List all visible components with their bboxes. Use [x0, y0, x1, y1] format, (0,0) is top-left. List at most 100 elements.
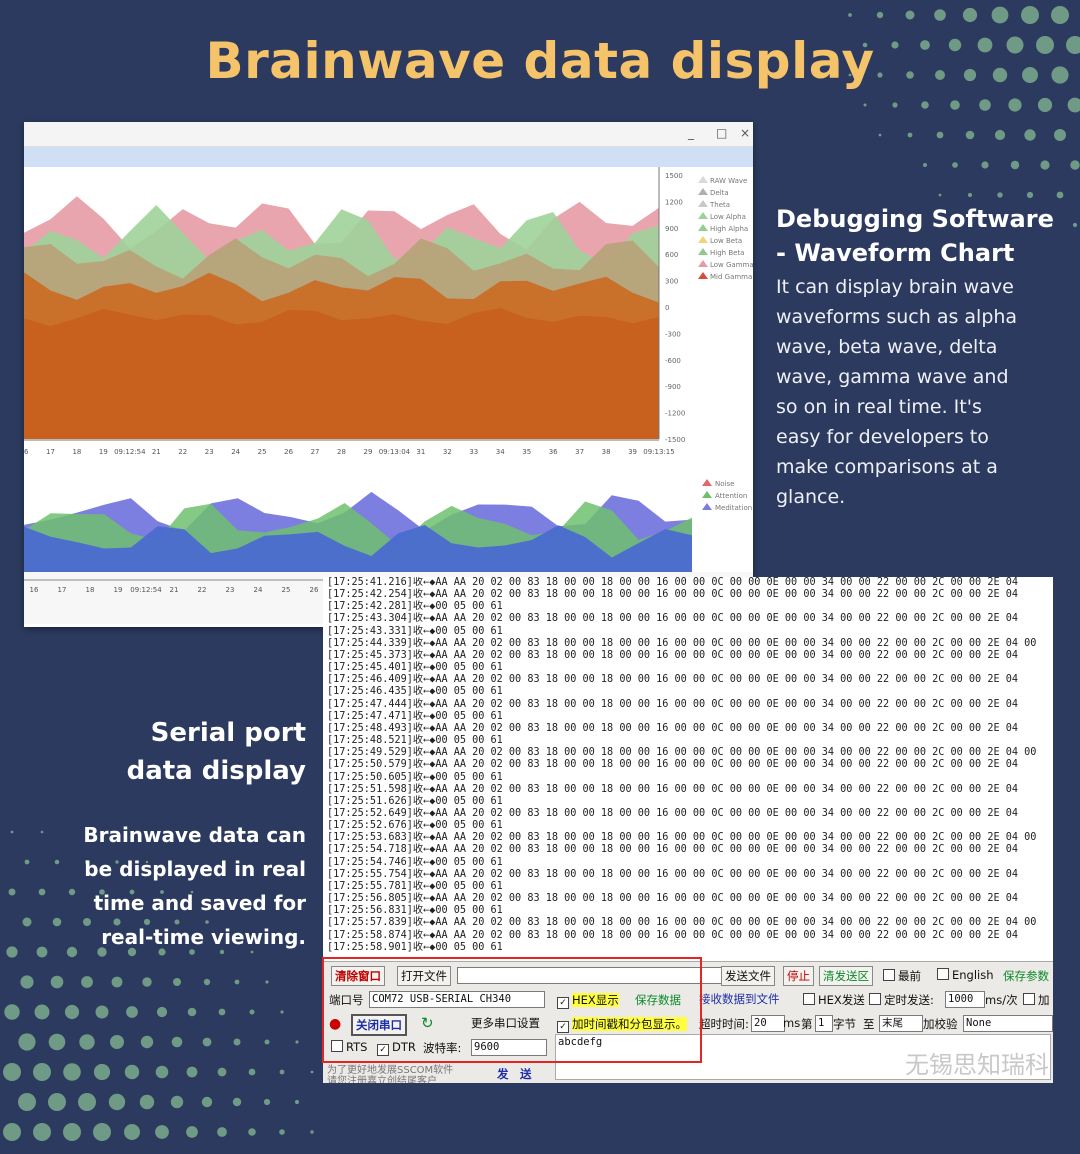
english-checkbox[interactable]: English: [937, 968, 994, 982]
x-tick-label: 09:13:15: [643, 448, 674, 456]
decor-dot: [280, 1010, 284, 1014]
desc-line: make comparisons at a: [776, 456, 998, 478]
decor-dot: [1066, 36, 1080, 54]
end-select[interactable]: 末尾: [879, 1015, 923, 1032]
add-checkbox[interactable]: 加: [1023, 992, 1050, 1008]
hex-send-checkbox[interactable]: HEX发送: [803, 992, 865, 1008]
x-tick-label: 38: [602, 448, 611, 456]
send-text-input[interactable]: abcdefg: [555, 1034, 1051, 1080]
x-tick-label: 22: [178, 448, 187, 456]
dtr-checkbox[interactable]: ✓ DTR: [377, 1040, 416, 1056]
send-file-button[interactable]: 发送文件: [721, 966, 775, 986]
decor-dot: [862, 42, 868, 48]
send-button[interactable]: 发 送: [497, 1067, 532, 1081]
decor-dot: [173, 978, 181, 986]
recv-to-file-button[interactable]: 接收数据到文件: [699, 992, 780, 1006]
legend-swatch: [698, 212, 708, 219]
debug-heading: Debugging Software - Waveform Chart: [776, 202, 1066, 270]
decor-dot: [93, 1063, 111, 1081]
rts-checkbox[interactable]: RTS: [331, 1040, 367, 1054]
checkbox-checked-icon: ✓: [557, 1021, 569, 1033]
decor-dot: [54, 859, 60, 865]
interval-input[interactable]: 1000: [945, 991, 985, 1008]
log-line: [17:25:54.718]收←◆AA AA 20 02 00 83 18 00…: [327, 844, 1018, 856]
x-tick-label: 24: [231, 448, 240, 456]
decor-dot: [294, 1099, 300, 1105]
decor-dot: [250, 950, 254, 954]
decor-dot: [66, 946, 78, 958]
decor-dot: [876, 11, 884, 19]
decor-dot: [952, 162, 958, 168]
decor-dot: [142, 977, 152, 987]
decor-dot: [979, 99, 991, 111]
x-tick-label: 22: [198, 586, 207, 594]
close-button[interactable]: ×: [740, 126, 751, 140]
decor-dot: [48, 1093, 66, 1111]
log-line: [17:25:52.649]收←◆AA AA 20 02 00 83 18 00…: [327, 807, 1018, 819]
decor-dot: [983, 223, 987, 227]
to-label: 至: [863, 1017, 875, 1031]
decor-dot: [938, 193, 942, 197]
save-data-button[interactable]: 保存数据: [635, 993, 681, 1007]
legend-label: Theta: [709, 201, 730, 209]
log-line: [17:25:49.529]收←◆AA AA 20 02 00 83 18 00…: [327, 747, 1037, 759]
timeout-input[interactable]: 20: [751, 1015, 785, 1032]
decor-dot: [892, 102, 898, 108]
decor-dot: [97, 947, 107, 957]
stop-button[interactable]: 停止: [783, 966, 814, 986]
decor-dot: [950, 100, 960, 110]
x-tick-label: 26: [284, 448, 293, 456]
y-tick-label: -900: [665, 383, 681, 391]
refresh-icon[interactable]: ↻: [421, 1014, 434, 1032]
open-file-button[interactable]: 打开文件: [397, 966, 451, 986]
page-title: Brainwave data display: [205, 32, 875, 90]
log-line: [17:25:46.409]收←◆AA AA 20 02 00 83 18 00…: [327, 674, 1018, 686]
clear-send-button[interactable]: 清发送区: [819, 966, 873, 986]
legend-label: High Alpha: [710, 225, 748, 233]
x-tick-label: 17: [46, 448, 55, 456]
close-port-button[interactable]: 关闭串口: [351, 1014, 407, 1036]
watermark-text: 无锡思知瑞科: [905, 1051, 1049, 1079]
timed-send-checkbox[interactable]: 定时发送:: [869, 992, 934, 1008]
decor-dot: [248, 1068, 256, 1076]
y-tick-label: 0: [665, 304, 669, 312]
decor-dot: [249, 1009, 255, 1015]
timestamp-label: 加时间戳和分包显示。: [572, 1017, 687, 1031]
byte-input[interactable]: 1: [815, 1015, 833, 1032]
topmost-checkbox[interactable]: 最前: [883, 968, 921, 984]
timed-send-label: 定时发送:: [884, 993, 934, 1007]
log-line: [17:25:43.331]收←◆00 05 00 61: [327, 625, 503, 637]
decor-dot: [81, 976, 93, 988]
decor-dot: [68, 888, 76, 896]
log-line: [17:25:47.471]收←◆00 05 00 61: [327, 710, 503, 722]
decor-dot: [129, 889, 135, 895]
decor-dot: [994, 129, 1006, 141]
baud-select[interactable]: 9600: [471, 1039, 547, 1056]
decor-dot: [36, 946, 48, 958]
y-tick-label: 1200: [665, 198, 683, 206]
port-status-icon: ●: [329, 1016, 342, 1032]
x-tick-label: 26: [310, 586, 319, 594]
timestamp-checkbox[interactable]: ✓ 加时间戳和分包显示。: [557, 1016, 687, 1033]
decor-dot: [3, 1123, 21, 1141]
checksum-select[interactable]: None: [963, 1015, 1053, 1032]
hex-display-checkbox[interactable]: ✓ HEX显示: [557, 992, 619, 1009]
clear-window-button[interactable]: 清除窗口: [331, 966, 385, 986]
decor-dot: [186, 1066, 198, 1078]
checkbox-icon: [869, 993, 881, 1005]
decor-dot: [1072, 222, 1078, 228]
decor-dot: [189, 949, 195, 955]
port-select[interactable]: COM72 USB-SERIAL CH340: [369, 991, 545, 1008]
serial-heading: Serial port data display: [40, 714, 306, 790]
decor-dot: [1022, 67, 1038, 83]
save-params-button[interactable]: 保存参数: [1003, 969, 1049, 983]
x-tick-label: 31: [416, 448, 425, 456]
more-port-settings-button[interactable]: 更多串口设置: [471, 1016, 540, 1030]
decor-dot: [279, 1069, 285, 1075]
receive-log[interactable]: [17:25:41.216]收←◆AA AA 20 02 00 83 18 00…: [327, 577, 1051, 957]
decor-dot: [1051, 66, 1069, 84]
minimize-button[interactable]: _: [688, 126, 694, 140]
legend-swatch: [698, 248, 708, 255]
maximize-button[interactable]: □: [716, 126, 728, 140]
checkbox-icon: [1023, 993, 1035, 1005]
